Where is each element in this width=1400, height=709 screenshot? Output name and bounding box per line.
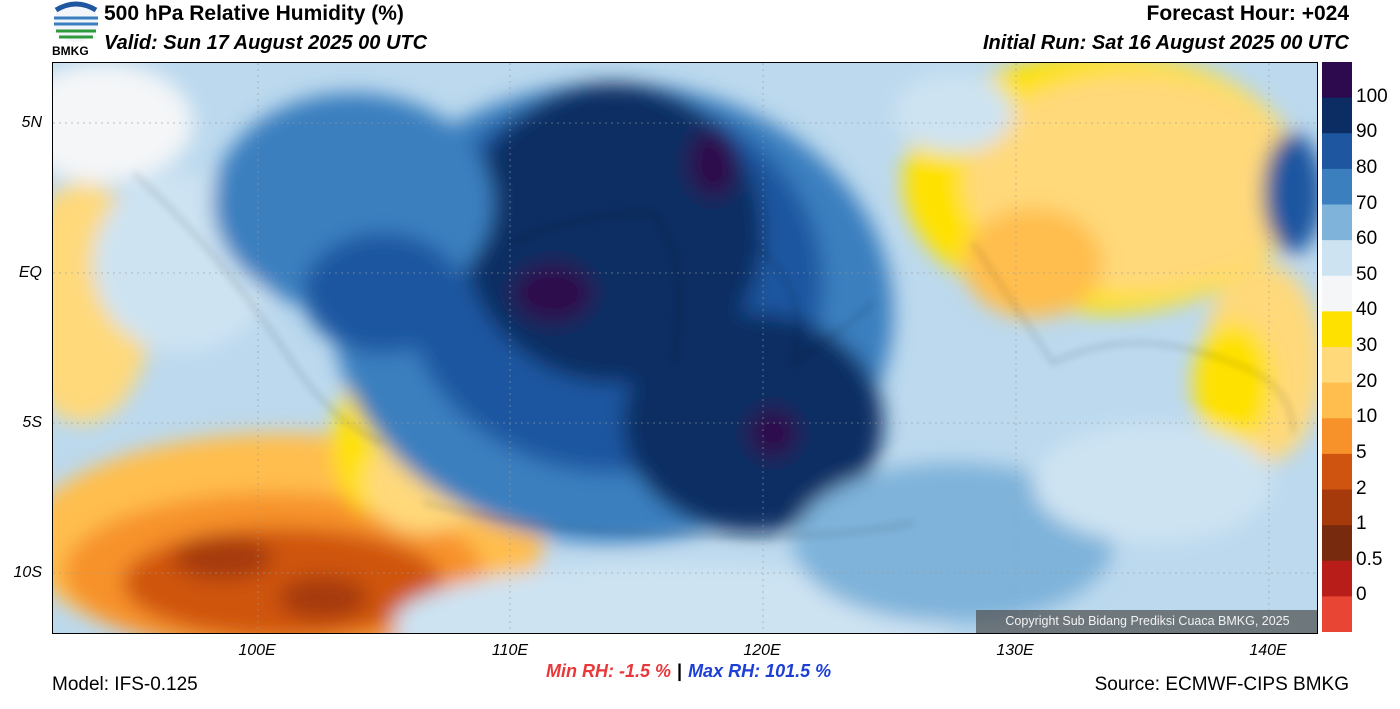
colorbar-tick-label: 50 [1356, 263, 1378, 285]
colorbar-tick-label: 20 [1356, 370, 1378, 392]
colorbar-swatch [1322, 525, 1352, 562]
colorbar-swatch [1322, 97, 1352, 134]
max-rh: Max RH: 101.5 % [688, 661, 832, 681]
colorbar-tick-label: 40 [1356, 299, 1378, 321]
colorbar-swatch [1322, 275, 1352, 312]
colorbar-swatch [1322, 560, 1352, 597]
lon-label-120e: 120E [743, 642, 781, 659]
min-rh: Min RH: -1.5 % [546, 661, 672, 681]
initial-run: Initial Run: Sat 16 August 2025 00 UTC [982, 32, 1349, 54]
lon-label-130e: 130E [996, 642, 1034, 659]
rh-separator: | [677, 661, 683, 681]
colorbar-tick-label: 100 [1356, 85, 1388, 107]
source-label: Source: ECMWF-CIPS BMKG [1094, 674, 1349, 695]
colorbar-tick-label: 60 [1356, 228, 1378, 250]
colorbar-swatch [1322, 168, 1352, 205]
map-title: 500 hPa Relative Humidity (%) [104, 2, 404, 25]
colorbar-swatch [1322, 418, 1352, 455]
copyright-note: Copyright Sub Bidang Prediksi Cuaca BMKG… [976, 610, 1317, 633]
colorbar-tick-label: 2 [1356, 477, 1367, 499]
valid-time: Valid: Sun 17 August 2025 00 UTC [104, 32, 428, 54]
colorbar-swatch [1322, 240, 1352, 277]
colorbar-tick-label: 5 [1356, 441, 1367, 463]
lat-label-10s: 10S [13, 564, 42, 581]
colorbar-tick-label: 30 [1356, 335, 1378, 356]
colorbar-tick-label: 80 [1356, 156, 1378, 178]
colorbar-swatch [1322, 204, 1352, 241]
colorbar-swatches [1322, 62, 1352, 633]
colorbar-swatch [1322, 596, 1352, 633]
colorbar-swatch [1322, 347, 1352, 384]
colorbar-swatch [1322, 489, 1352, 526]
humidity-map: Copyright Sub Bidang Prediksi Cuaca BMKG… [52, 62, 1318, 634]
lon-label-100e: 100E [238, 642, 276, 659]
rh-extremes: Min RH: -1.5 % | Max RH: 101.5 % [546, 661, 831, 682]
logo-text: BMKG [52, 44, 89, 58]
colorbar-tick-label: 70 [1356, 192, 1378, 214]
lat-label-eq: EQ [18, 264, 42, 281]
humidity-field [53, 63, 1317, 633]
model-label: Model: IFS-0.125 [52, 674, 198, 695]
colorbar-swatch [1322, 453, 1352, 490]
lat-label-5n: 5N [21, 114, 42, 131]
colorbar [1322, 62, 1352, 633]
lon-label-110e: 110E [491, 642, 529, 659]
colorbar-swatch [1322, 382, 1352, 419]
forecast-hour: Forecast Hour: +024 [1146, 2, 1350, 25]
bmkg-logo [50, 0, 102, 60]
lat-label-5s: 5S [22, 414, 42, 431]
colorbar-swatch [1322, 62, 1352, 99]
lon-label-140e: 140E [1249, 642, 1287, 659]
colorbar-tick-label: 1 [1356, 513, 1367, 535]
colorbar-swatch [1322, 311, 1352, 348]
colorbar-tick-label: 10 [1356, 406, 1378, 428]
colorbar-tick-label: 0 [1356, 584, 1367, 606]
colorbar-swatch [1322, 133, 1352, 170]
colorbar-tick-label: 90 [1356, 121, 1378, 143]
colorbar-tick-label: 0.5 [1356, 548, 1383, 570]
